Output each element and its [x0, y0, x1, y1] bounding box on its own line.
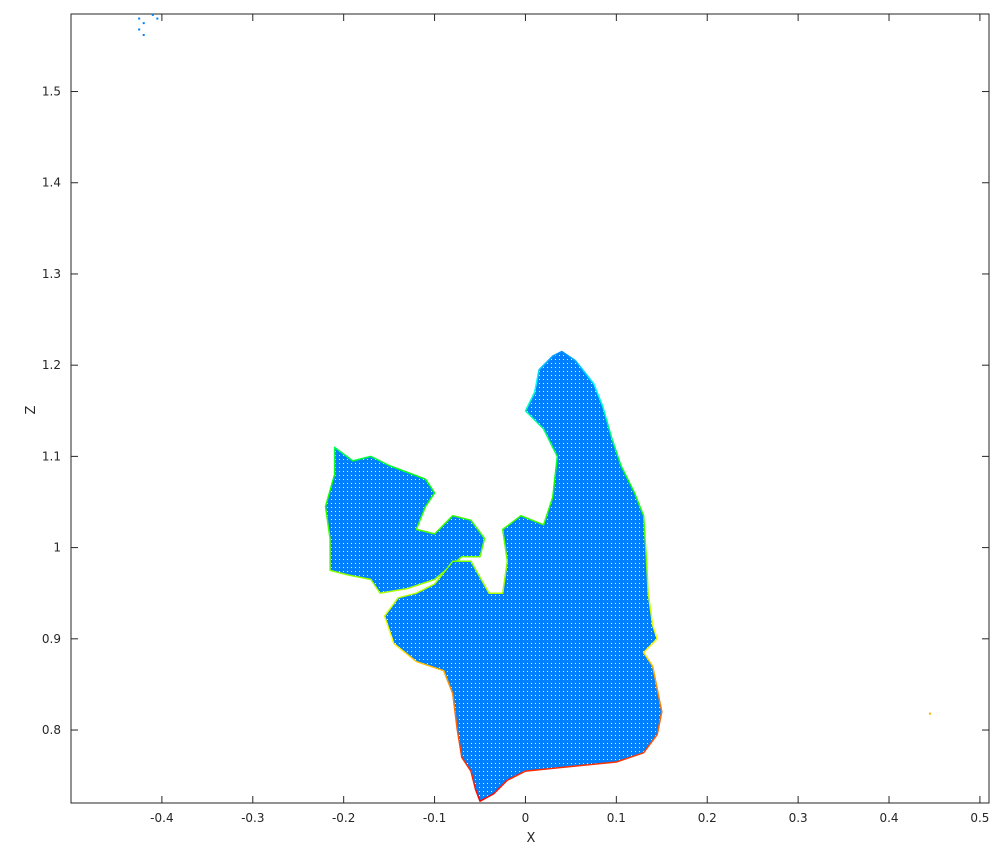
y-tick-label: 1.1: [42, 449, 61, 463]
outlier-point: [151, 13, 154, 16]
y-tick-label: 1.5: [42, 85, 61, 99]
x-tick-label: -0.2: [332, 811, 355, 825]
plot-area: [70, 13, 990, 804]
y-axis: 0.8 0.9 1 1.1 1.2 1.3 1.4 1.5: [42, 85, 989, 737]
x-tick-label: 0.3: [789, 811, 808, 825]
outlier-point: [156, 17, 159, 20]
x-tick-label: 0.1: [607, 811, 626, 825]
x-tick-label: -0.1: [423, 811, 446, 825]
y-tick-label: 1.4: [42, 176, 61, 190]
y-tick-label: 1.3: [42, 267, 61, 281]
y-axis-label: Z: [24, 405, 39, 414]
y-tick-label: 0.9: [42, 632, 61, 646]
data-layer: [138, 13, 931, 802]
x-axis: -0.4 -0.3 -0.2 -0.1 0 0.1 0.2 0.3 0.4 0.5: [150, 14, 989, 825]
point-cloud-left-cluster: [324, 446, 486, 594]
x-tick-label: 0.5: [970, 811, 989, 825]
y-tick-label: 0.8: [42, 723, 61, 737]
x-tick-label: 0: [522, 811, 530, 825]
x-tick-label: -0.3: [241, 811, 264, 825]
y-tick-label: 1.2: [42, 358, 61, 372]
point-cloud-main: [383, 350, 663, 802]
outlier-point: [142, 33, 145, 36]
outlier-point: [138, 17, 141, 20]
x-axis-label: X: [527, 831, 536, 846]
x-tick-label: 0.4: [879, 811, 898, 825]
x-tick-label: -0.4: [150, 811, 173, 825]
y-tick-label: 1: [53, 541, 61, 555]
outlier-point: [928, 712, 931, 715]
outlier-point: [138, 28, 141, 31]
x-tick-label: 0.2: [698, 811, 717, 825]
outlier-point: [142, 22, 145, 25]
